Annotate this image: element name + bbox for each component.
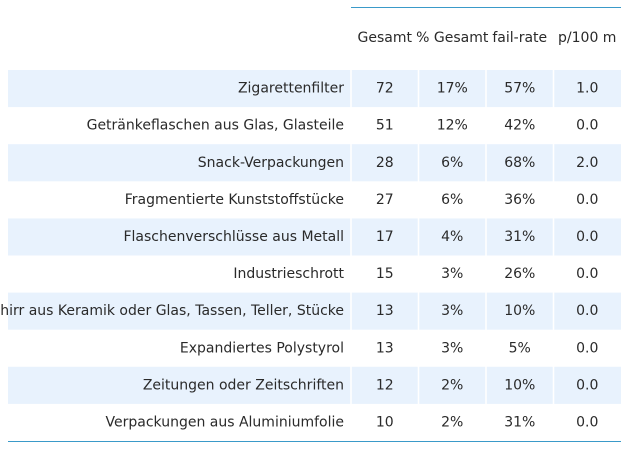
row-label: Flaschenverschlüsse aus Metall (123, 229, 344, 245)
table-cell: 15 (376, 266, 394, 282)
table-cell: 51 (376, 118, 394, 134)
table-cell: 10 (376, 414, 394, 430)
header-cell: fail-rate (492, 30, 547, 46)
header-cell: p/100 m (558, 30, 616, 46)
table-cell: 0.0 (576, 192, 598, 208)
table-cell: 26% (504, 266, 535, 282)
table-cell: 2% (441, 414, 463, 430)
table-cell: 17% (437, 81, 468, 97)
row-label: Verpackungen aus Aluminiumfolie (106, 414, 345, 430)
table-cell: 28 (376, 155, 394, 171)
table-cell: 0.0 (576, 377, 598, 393)
header-cell: % Gesamt (416, 30, 489, 46)
table-cell: 36% (504, 192, 535, 208)
table-cell: 5% (509, 340, 531, 356)
table-cell: 72 (376, 81, 394, 97)
table-cell: 0.0 (576, 118, 598, 134)
table-cell: 12% (437, 118, 468, 134)
row-label: Expandiertes Polystyrol (180, 340, 344, 356)
table-cell: 31% (504, 414, 535, 430)
table-cell: 6% (441, 192, 463, 208)
table-cell: 0.0 (576, 303, 598, 319)
row-stripe (8, 218, 621, 256)
table-cell: 2% (441, 377, 463, 393)
row-label: Fragmentierte Kunststoffstücke (125, 192, 344, 208)
row-label: Snack-Verpackungen (198, 155, 344, 171)
row-label: Geschirr aus Keramik oder Glas, Tassen, … (0, 303, 344, 319)
table-cell: 27 (376, 192, 394, 208)
table-cell: 1.0 (576, 81, 598, 97)
table-cell: 13 (376, 303, 394, 319)
row-stripe (8, 70, 621, 108)
table-cell: 68% (504, 155, 535, 171)
table-cell: 10% (504, 377, 535, 393)
table-cell: 3% (441, 266, 463, 282)
table-cell: 10% (504, 303, 535, 319)
table-cell: 13 (376, 340, 394, 356)
row-stripe (8, 292, 621, 330)
table-cell: 17 (376, 229, 394, 245)
table-cell: 57% (504, 81, 535, 97)
table-cell: 6% (441, 155, 463, 171)
row-label: Industrieschrott (233, 266, 344, 282)
table-cell: 31% (504, 229, 535, 245)
table-cell: 12 (376, 377, 394, 393)
table-cell: 42% (504, 118, 535, 134)
row-label: Getränkeflaschen aus Glas, Glasteile (87, 118, 344, 134)
table-cell: 2.0 (576, 155, 598, 171)
table-cell: 0.0 (576, 266, 598, 282)
row-stripe (8, 144, 621, 182)
table-cell: 4% (441, 229, 463, 245)
row-label: Zigarettenfilter (238, 81, 344, 97)
table-cell: 3% (441, 340, 463, 356)
table-cell: 0.0 (576, 414, 598, 430)
row-stripe (8, 366, 621, 404)
header-cell: Gesamt (358, 30, 413, 46)
row-label: Zeitungen oder Zeitschriften (143, 377, 344, 393)
table-cell: 3% (441, 303, 463, 319)
table-cell: 0.0 (576, 229, 598, 245)
table-cell: 0.0 (576, 340, 598, 356)
